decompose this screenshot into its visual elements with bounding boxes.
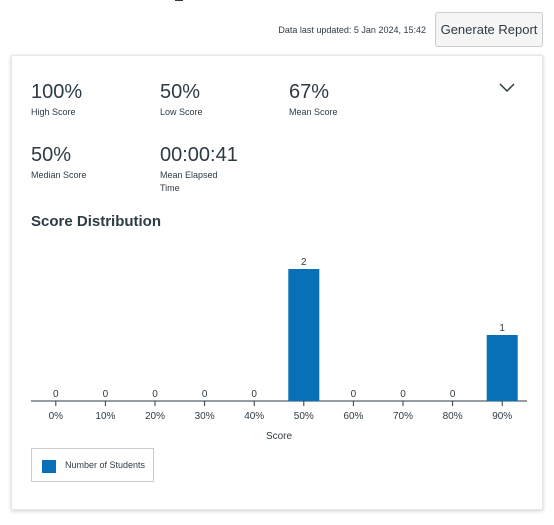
stat-high-score: 100% High Score: [31, 80, 82, 119]
x-tick-label: 70%: [393, 411, 413, 422]
stat-label-line: Mean Elapsed: [160, 170, 218, 180]
stat-value: 50%: [31, 144, 72, 166]
x-axis-label: Score: [266, 431, 293, 442]
bar-value-label: 0: [202, 389, 208, 400]
legend-swatch: [42, 460, 56, 473]
bar-value-label: 2: [301, 257, 307, 268]
x-tick-label: 50%: [294, 411, 314, 422]
generate-report-button[interactable]: Generate Report: [435, 12, 543, 47]
score-distribution-chart: 0 0% 0 10% 0 20% 0 30% 0 40% 2 50% 0 60% 0 70% 0 80% 1 90% S…: [31, 257, 527, 442]
stat-mean-elapsed-time: 00:00:41 Mean Elapsed Time: [160, 143, 238, 195]
chevron-down-icon[interactable]: [498, 81, 516, 93]
x-tick-label: 90%: [492, 411, 512, 422]
chart-legend: Number of Students: [31, 448, 154, 482]
stat-median-score: 50% Median Score: [31, 143, 87, 182]
stat-value: 00:00:41: [160, 144, 238, 166]
data-updated-text: Data last updated: 5 Jan 2024, 15:42: [278, 25, 426, 35]
stat-mean-score: 67% Mean Score: [289, 80, 338, 119]
stat-value: 50%: [160, 81, 201, 103]
bar-value-label: 0: [400, 389, 406, 400]
bar-value-label: 0: [251, 389, 257, 400]
top-cut-text-fragment: [170, 0, 265, 4]
bar-value-label: 0: [152, 389, 158, 400]
bar-value-label: 0: [351, 389, 357, 400]
stat-low-score: 50% Low Score: [160, 80, 203, 119]
bar-90%[interactable]: [486, 335, 518, 401]
stat-label: Mean Elapsed Time: [160, 169, 238, 195]
bar-value-label: 0: [53, 389, 59, 400]
stat-label: High Score: [31, 107, 76, 117]
stat-label: Mean Score: [289, 107, 338, 117]
x-tick-label: 60%: [343, 411, 363, 422]
quiz-statistics-card: 100% High Score 50% Low Score 67% Mean S…: [11, 55, 543, 510]
x-tick-label: 80%: [443, 411, 463, 422]
stat-label: Low Score: [160, 107, 203, 117]
stat-label-line: Time: [160, 183, 180, 193]
bar-50%[interactable]: [288, 269, 320, 401]
bar-value-label: 1: [499, 323, 505, 334]
stat-value: 100%: [31, 81, 83, 103]
legend-label: Number of Students: [65, 460, 146, 470]
bar-value-label: 0: [450, 389, 456, 400]
x-tick-label: 40%: [244, 411, 264, 422]
stat-label: Median Score: [31, 170, 87, 180]
bar-value-label: 0: [103, 389, 109, 400]
x-tick-label: 20%: [145, 411, 165, 422]
score-distribution-title: Score Distribution: [31, 213, 162, 230]
x-tick-label: 30%: [195, 411, 215, 422]
toolbar: Data last updated: 5 Jan 2024, 15:42 Gen…: [0, 12, 554, 48]
x-tick-label: 0%: [49, 411, 64, 422]
x-tick-label: 10%: [95, 411, 115, 422]
stat-value: 67%: [289, 81, 330, 103]
